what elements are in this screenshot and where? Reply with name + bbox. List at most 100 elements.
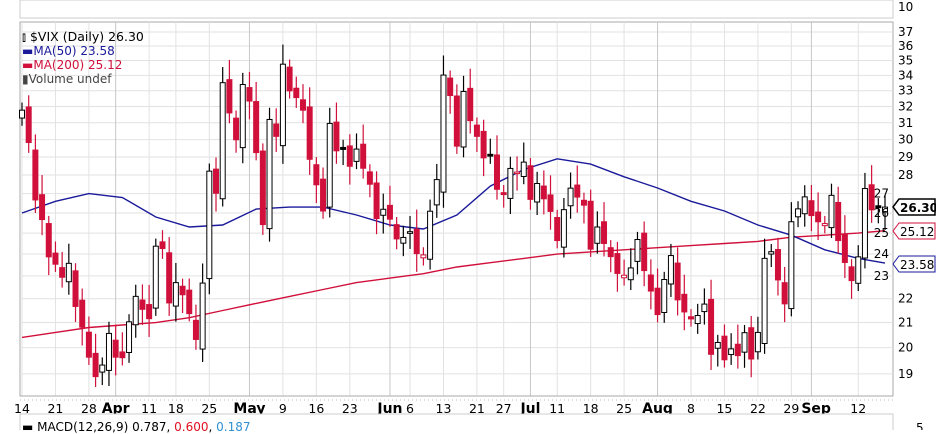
- candle-body: [654, 287, 661, 316]
- candle: [728, 333, 735, 365]
- x-tick-label: 13: [436, 401, 452, 416]
- candle-body: [467, 87, 474, 122]
- candle-body: [560, 209, 567, 248]
- candle-body: [407, 231, 414, 234]
- candle-body: [828, 194, 835, 229]
- x-tick-label: 18: [583, 401, 599, 416]
- candle-body: [587, 200, 594, 250]
- candle: [641, 221, 648, 287]
- candle-body: [340, 146, 347, 150]
- y-tick-label: 26: [874, 206, 889, 220]
- candle-body: [621, 274, 628, 279]
- candle: [473, 117, 480, 152]
- candle: [393, 216, 400, 250]
- candle: [748, 316, 755, 378]
- candle: [808, 185, 815, 232]
- candle: [527, 158, 534, 210]
- y-tick-label: 36: [898, 39, 913, 53]
- candle-body: [861, 188, 868, 259]
- candle: [453, 84, 460, 154]
- candle-body: [748, 327, 755, 360]
- candle: [741, 325, 748, 368]
- candle: [674, 247, 681, 316]
- candle-body: [25, 106, 32, 144]
- candle-body: [614, 253, 621, 274]
- candle-body: [85, 331, 92, 358]
- x-tick-label: Aug: [642, 401, 673, 417]
- candle-body: [580, 199, 587, 206]
- x-tick-label: 8: [687, 401, 695, 416]
- candle: [882, 195, 889, 230]
- candle-body: [393, 224, 400, 240]
- candle-body: [306, 106, 313, 160]
- candle-body: [761, 257, 768, 345]
- candle: [152, 238, 159, 316]
- candle: [139, 284, 146, 325]
- candle-body: [219, 82, 226, 200]
- candle: [821, 215, 828, 234]
- candle: [360, 124, 367, 179]
- candle-body: [734, 343, 741, 357]
- candle-body: [721, 335, 728, 361]
- candle-body: [139, 299, 146, 310]
- macd-hist: 0.187: [216, 420, 251, 434]
- line-icon: ▬: [22, 420, 38, 434]
- candle: [386, 185, 393, 227]
- candle: [45, 215, 52, 276]
- candle: [493, 135, 500, 200]
- candle: [520, 142, 527, 185]
- x-tick-label: 16: [308, 401, 324, 416]
- macd-label: MACD(12,26,9): [37, 420, 129, 434]
- candle: [239, 72, 246, 164]
- candle-body: [520, 161, 527, 177]
- candle-body: [795, 208, 802, 218]
- candle-body: [500, 192, 507, 196]
- candle: [340, 139, 347, 166]
- y-tick-label: 30: [898, 133, 913, 147]
- candle-body: [460, 90, 467, 148]
- candle: [801, 185, 808, 227]
- candle: [560, 197, 567, 258]
- candle: [815, 192, 822, 241]
- candle-body: [386, 204, 393, 220]
- line-icon: ▬: [22, 44, 34, 58]
- x-tick-label: 27: [496, 401, 512, 416]
- legend-ma50: ▬MA(50) 23.58: [22, 44, 144, 58]
- x-tick-label: 14: [14, 401, 30, 416]
- candle-body: [45, 223, 52, 258]
- candle-body: [601, 221, 608, 244]
- candle-body: [105, 332, 112, 371]
- y-tick-label: 23: [874, 269, 889, 283]
- candle-body: [493, 154, 500, 190]
- y-tick-label: 32: [898, 99, 913, 113]
- candle-body: [487, 153, 494, 157]
- candle-body: [607, 247, 614, 258]
- candle: [373, 171, 380, 235]
- candle-body: [815, 211, 822, 223]
- legend-volume: ▮Volume undef: [22, 72, 144, 86]
- x-tick-label: Apr: [102, 401, 130, 417]
- candle: [694, 303, 701, 334]
- line-icon: ▬: [22, 58, 34, 72]
- candle: [774, 237, 781, 296]
- candle: [172, 263, 179, 322]
- candle-body: [19, 109, 25, 119]
- candle: [79, 288, 86, 346]
- candle: [380, 193, 387, 234]
- candle-body: [253, 101, 260, 154]
- candle-body: [433, 179, 440, 206]
- candle: [306, 87, 313, 175]
- candle: [855, 245, 862, 292]
- candle-body: [32, 149, 39, 201]
- candle: [487, 138, 494, 164]
- candle: [413, 209, 420, 272]
- candle-body: [741, 332, 748, 353]
- candle: [400, 225, 407, 257]
- candle-body: [273, 123, 280, 137]
- x-tick-label: 6: [406, 401, 414, 416]
- candle: [614, 241, 621, 292]
- candle: [246, 71, 253, 120]
- last-price-badge: [892, 198, 936, 216]
- candle: [567, 172, 574, 219]
- candles: [19, 44, 889, 387]
